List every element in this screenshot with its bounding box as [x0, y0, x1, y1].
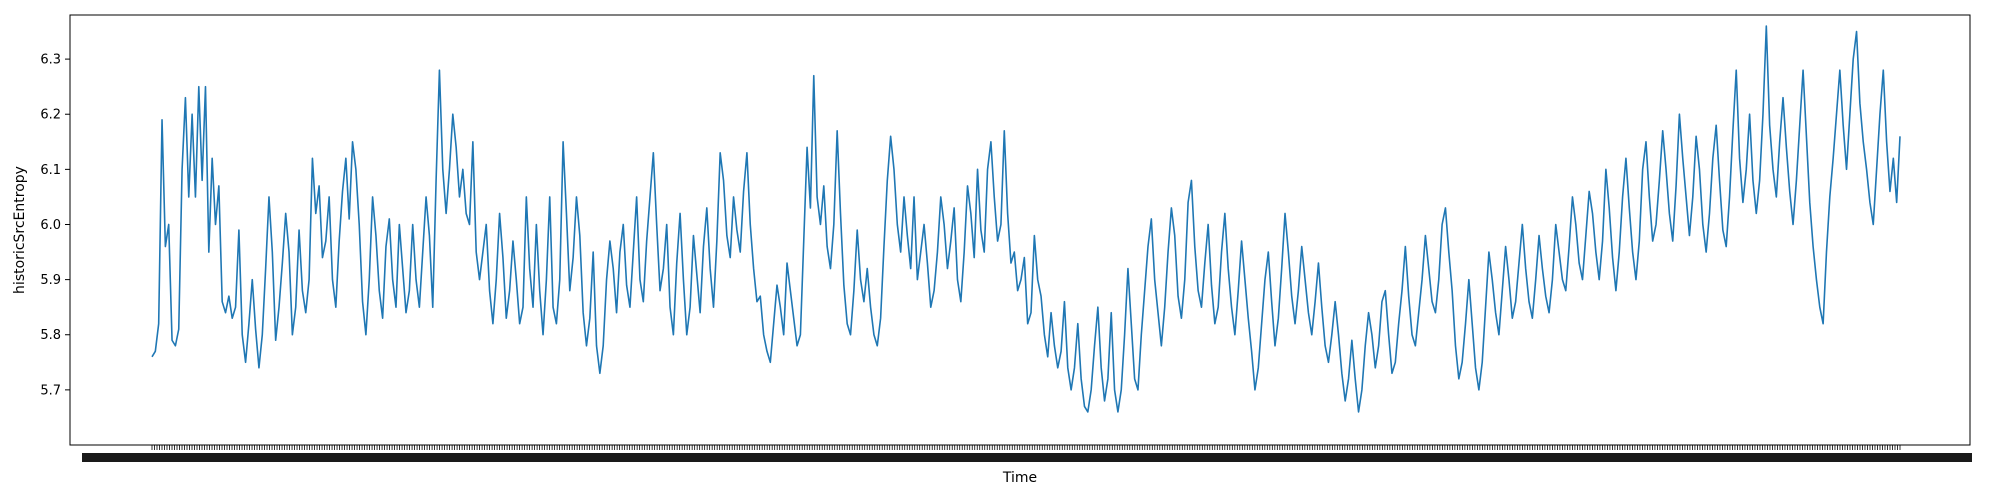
- y-tick-label: 6.3: [40, 53, 61, 68]
- y-tick-label: 6.0: [40, 218, 61, 233]
- y-axis-label: historicSrcEntropy: [12, 166, 28, 294]
- y-tick-label: 5.9: [40, 273, 61, 288]
- plot-frame: [69, 14, 1971, 446]
- y-tick-label: 6.1: [40, 163, 61, 178]
- series-line: [151, 25, 1901, 413]
- x-axis-label: Time: [1002, 470, 1037, 486]
- y-tick-label: 5.8: [40, 328, 61, 343]
- y-axis: 5.7 5.8 5.9 6.0 6.1 6.2 6.3: [40, 53, 70, 398]
- series-layer: [151, 25, 1901, 413]
- x-tick-labels-overlap: [82, 453, 1972, 462]
- y-tick-label: 5.7: [40, 383, 61, 398]
- x-tick-marks: [151, 445, 1901, 450]
- y-tick-label: 6.2: [40, 108, 61, 123]
- x-axis: [82, 445, 1972, 462]
